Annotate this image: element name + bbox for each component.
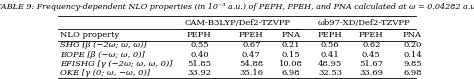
Text: 48.95: 48.95 (318, 60, 342, 68)
Text: 6.98: 6.98 (282, 69, 300, 77)
Text: 0.67: 0.67 (242, 41, 261, 49)
Text: OKE [γ (0; ω, −ω, 0)]: OKE [γ (0; ω, −ω, 0)] (60, 69, 150, 77)
Text: 10.08: 10.08 (279, 60, 303, 68)
Text: EFISHG [γ (−2ω; ω, ω, 0)]: EFISHG [γ (−2ω; ω, ω, 0)] (60, 60, 172, 68)
Text: PPEH: PPEH (359, 31, 383, 39)
Text: 9.85: 9.85 (403, 60, 422, 68)
Text: 54.88: 54.88 (239, 60, 264, 68)
Text: EOPE [β (−ω; ω, 0)]: EOPE [β (−ω; ω, 0)] (60, 51, 145, 59)
Text: CAM-B3LYP/Def2-TZVPP: CAM-B3LYP/Def2-TZVPP (184, 19, 290, 27)
Text: 51.67: 51.67 (359, 60, 383, 68)
Text: 6.98: 6.98 (403, 69, 422, 77)
Text: PEPH: PEPH (187, 31, 212, 39)
Text: 0.21: 0.21 (282, 41, 300, 49)
Text: PNA: PNA (403, 31, 422, 39)
Text: 0.55: 0.55 (190, 41, 209, 49)
Text: ωb97-XD/Def2-TZVPP: ωb97-XD/Def2-TZVPP (318, 19, 410, 27)
Text: 51.85: 51.85 (187, 60, 211, 68)
Text: PNA: PNA (281, 31, 300, 39)
Text: 33.92: 33.92 (187, 69, 211, 77)
Text: 0.14: 0.14 (403, 51, 422, 59)
Text: PEPH: PEPH (318, 31, 343, 39)
Text: 0.62: 0.62 (362, 41, 381, 49)
Text: 32.53: 32.53 (318, 69, 342, 77)
Text: 0.45: 0.45 (362, 51, 381, 59)
Text: 0.20: 0.20 (403, 41, 422, 49)
Text: 35.16: 35.16 (239, 69, 264, 77)
Text: 0.56: 0.56 (321, 41, 339, 49)
Text: 0.15: 0.15 (282, 51, 300, 59)
Text: 0.47: 0.47 (242, 51, 261, 59)
Text: TABLE 9: Frequency-dependent NLO properties (in 10⁻³ a.u.) of PEPH, PPEH, and PN: TABLE 9: Frequency-dependent NLO propert… (0, 3, 474, 11)
Text: 0.41: 0.41 (321, 51, 339, 59)
Text: NLO property: NLO property (60, 31, 119, 39)
Text: SHG [β (−2ω; ω, ω)]: SHG [β (−2ω; ω, ω)] (60, 41, 146, 49)
Text: 0.40: 0.40 (190, 51, 209, 59)
Text: PPEH: PPEH (239, 31, 264, 39)
Text: 33.69: 33.69 (359, 69, 383, 77)
